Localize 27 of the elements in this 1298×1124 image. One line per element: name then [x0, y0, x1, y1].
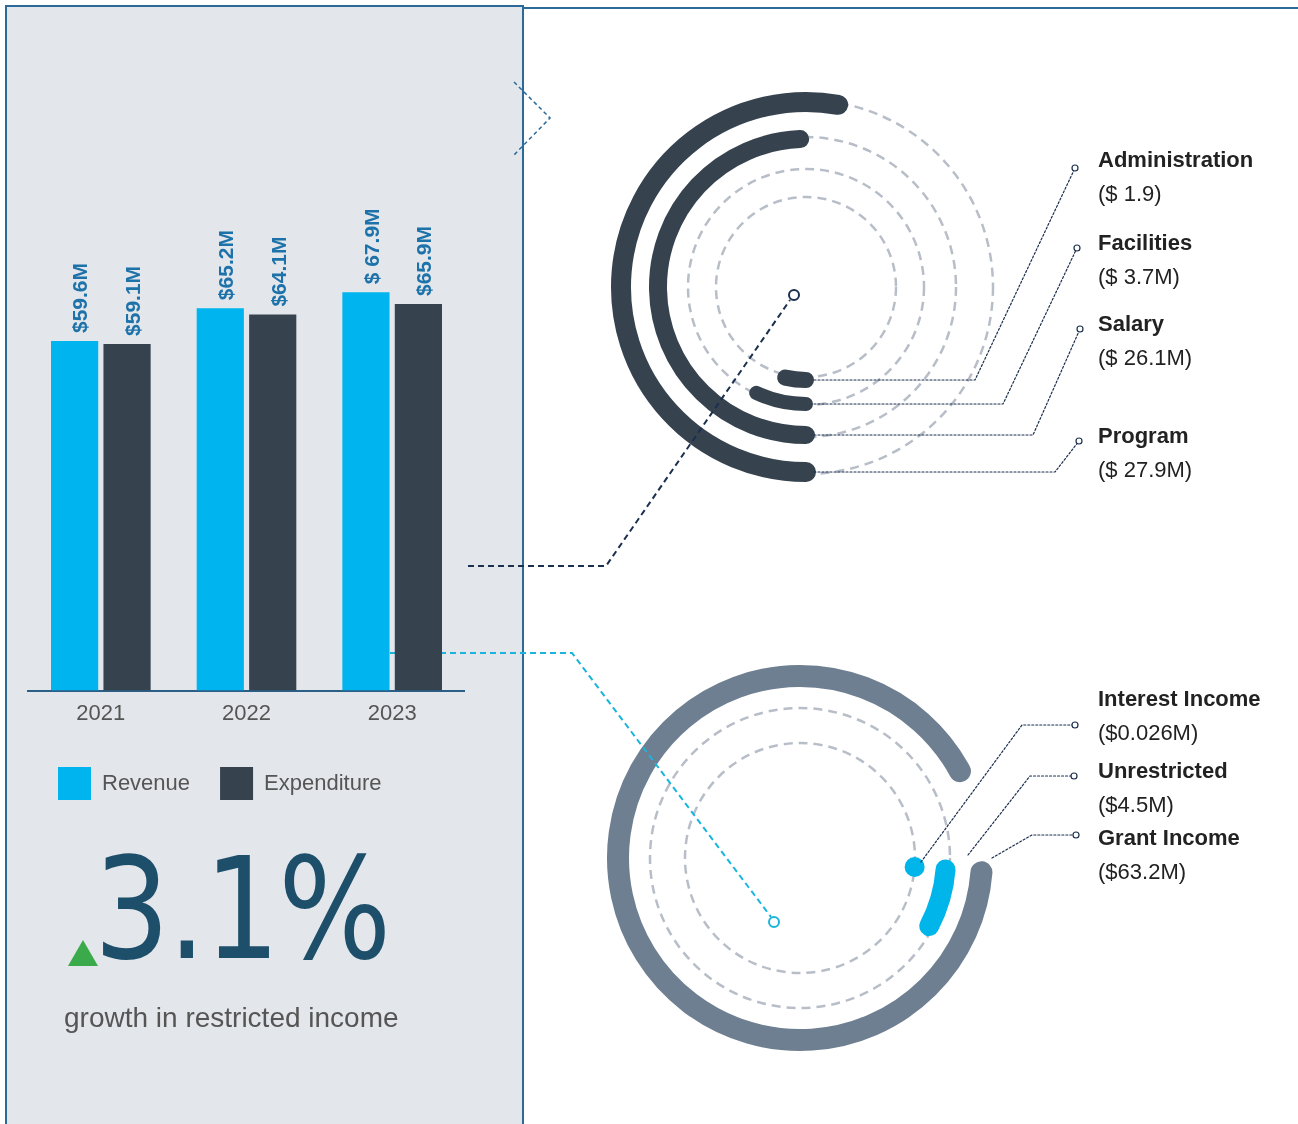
data-label: $65.2M: [214, 230, 238, 301]
legend-label: Expenditure: [264, 769, 382, 795]
data-label: ($63.2M): [1098, 859, 1187, 885]
data-label: ($ 3.7M): [1098, 264, 1180, 290]
category-label: Facilities: [1098, 230, 1193, 256]
data-label: $59.1M: [120, 265, 144, 336]
category-label: Grant Income: [1098, 825, 1240, 851]
category-label: Interest Income: [1098, 686, 1261, 712]
text: 3.1%: [94, 828, 390, 991]
data-label: ($ 26.1M): [1098, 345, 1193, 371]
data-label: $65.9M: [412, 226, 436, 297]
legend-label: Revenue: [102, 769, 191, 795]
data-label: ($ 27.9M): [1098, 457, 1193, 483]
category-label: Administration: [1098, 147, 1254, 173]
x-tick-label: 2022: [222, 699, 271, 725]
data-label: $ 67.9M: [359, 208, 383, 285]
data-label: $59.6M: [68, 262, 92, 333]
data-label: ($4.5M): [1098, 792, 1174, 818]
data-label: $64.1M: [266, 236, 290, 307]
text: growth in restricted income: [64, 1002, 399, 1034]
category-label: Program: [1098, 423, 1189, 449]
data-label: ($ 1.9): [1098, 181, 1162, 207]
category-label: Unrestricted: [1098, 758, 1228, 784]
data-label: ($0.026M): [1098, 720, 1199, 746]
x-tick-label: 2023: [367, 699, 417, 725]
x-tick-label: 2021: [76, 699, 126, 725]
category-label: Salary: [1098, 311, 1165, 337]
